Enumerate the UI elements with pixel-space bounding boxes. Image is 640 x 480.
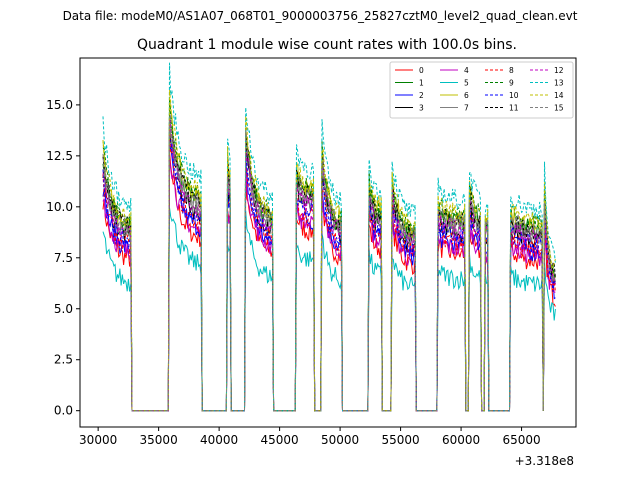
legend-label-12: 12 (554, 66, 564, 75)
legend-label-9: 9 (509, 79, 514, 88)
x-tick-label: 45000 (261, 433, 299, 447)
legend-label-3: 3 (419, 104, 424, 113)
series-line-11 (102, 117, 556, 412)
legend-label-13: 13 (554, 79, 564, 88)
y-tick-label: 0.0 (54, 404, 73, 418)
x-offset-label: +3.318e8 (515, 454, 574, 468)
legend-label-0: 0 (419, 66, 424, 75)
legend-label-11: 11 (509, 104, 519, 113)
series-layer (102, 62, 556, 412)
legend-label-8: 8 (509, 66, 514, 75)
legend-label-1: 1 (419, 79, 424, 88)
legend-label-2: 2 (419, 91, 424, 100)
data-file-label: Data file: modeM0/AS1A07_068T01_90000037… (63, 9, 578, 23)
legend-label-6: 6 (464, 91, 469, 100)
y-tick-label: 2.5 (54, 353, 73, 367)
x-tick-label: 55000 (381, 433, 419, 447)
y-tick-label: 7.5 (54, 251, 73, 265)
legend-label-4: 4 (464, 66, 469, 75)
legend-label-7: 7 (464, 104, 469, 113)
legend-label-10: 10 (509, 91, 519, 100)
legend-label-14: 14 (554, 91, 564, 100)
y-tick-label: 5.0 (54, 302, 73, 316)
legend-label-15: 15 (554, 104, 564, 113)
series-line-15 (102, 114, 556, 412)
series-line-13 (102, 62, 556, 412)
plot-frame (79, 57, 577, 428)
x-tick-label: 50000 (321, 433, 359, 447)
y-tick-label: 10.0 (46, 200, 73, 214)
x-tick-label: 40000 (200, 433, 238, 447)
axes-layer: 30000 35000 40000 45000 50000 55000 60000 65000… (46, 57, 577, 447)
legend-label-5: 5 (464, 79, 469, 88)
chart-title: Quadrant 1 module wise count rates with … (137, 37, 517, 53)
x-tick-label: 30000 (79, 433, 117, 447)
series-line-14 (102, 90, 556, 412)
x-tick-label: 35000 (140, 433, 178, 447)
legend-box (389, 61, 574, 119)
series-line-12 (102, 118, 556, 412)
x-tick-label: 65000 (502, 433, 540, 447)
series-line-5 (102, 207, 556, 412)
x-tick-label: 60000 (442, 433, 480, 447)
y-tick-label: 12.5 (46, 149, 73, 163)
y-tick-label: 15.0 (46, 98, 73, 112)
